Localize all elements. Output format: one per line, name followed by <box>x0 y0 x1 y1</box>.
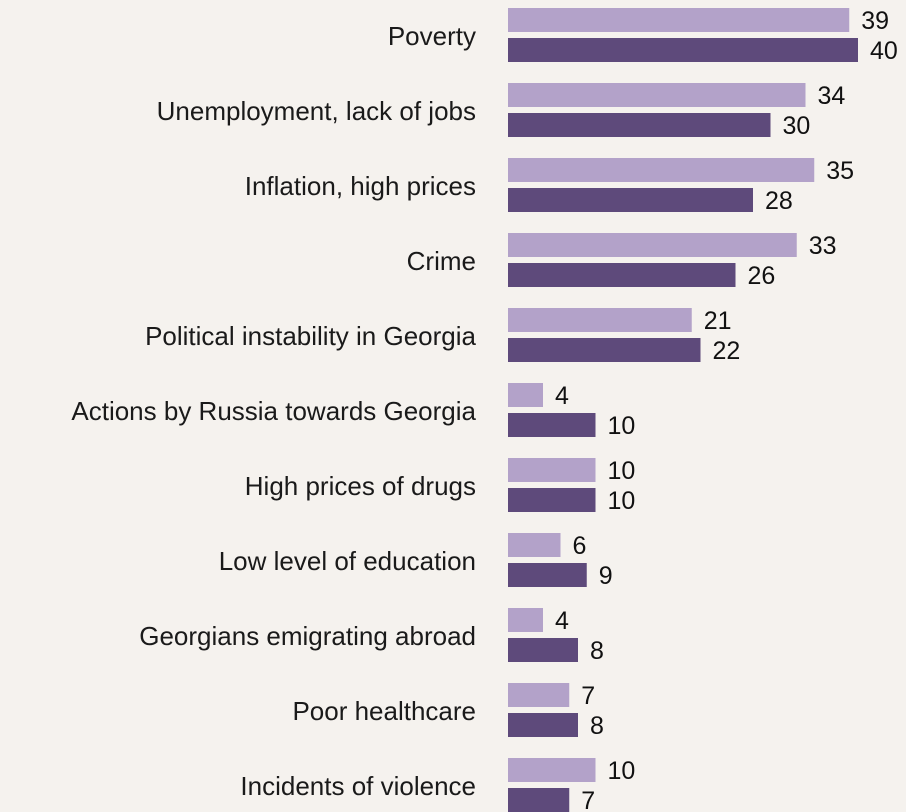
value-label-series-2: 28 <box>765 187 793 215</box>
value-label-series-1: 4 <box>555 607 569 635</box>
value-label-series-1: 39 <box>861 7 889 35</box>
category-label: Unemployment, lack of jobs <box>157 96 476 126</box>
category-label: Inflation, high prices <box>245 171 476 201</box>
bar-series-2 <box>508 188 753 212</box>
value-label-series-2: 8 <box>590 637 604 665</box>
bar-series-2 <box>508 38 858 62</box>
value-label-series-2: 10 <box>608 412 636 440</box>
category-label: Poor healthcare <box>292 696 476 726</box>
bar-series-1 <box>508 8 850 32</box>
value-label-series-2: 22 <box>713 337 741 365</box>
value-label-series-1: 34 <box>818 82 846 110</box>
bar-series-2 <box>508 413 596 437</box>
value-label-series-2: 26 <box>748 262 776 290</box>
bar-series-1 <box>508 458 596 482</box>
value-label-series-2: 9 <box>599 562 613 590</box>
category-label: Crime <box>407 246 476 276</box>
category-label: Political instability in Georgia <box>145 321 476 351</box>
value-label-series-1: 21 <box>704 307 732 335</box>
bar-series-1 <box>508 533 561 557</box>
bar-series-2 <box>508 713 578 737</box>
bar-series-2 <box>508 263 736 287</box>
category-label: High prices of drugs <box>245 471 476 501</box>
bar-series-2 <box>508 113 771 137</box>
bar-series-1 <box>508 608 543 632</box>
category-labels: Poverty Unemployment, lack of jobs Inflati… <box>71 21 476 801</box>
value-label-series-2: 10 <box>608 487 636 515</box>
value-label-series-1: 33 <box>809 232 837 260</box>
category-label: Actions by Russia towards Georgia <box>71 396 476 426</box>
value-label-series-1: 10 <box>608 457 636 485</box>
value-label-series-2: 40 <box>870 37 898 65</box>
bar-series-1 <box>508 758 596 782</box>
bar-series-2 <box>508 638 578 662</box>
bar-series-1 <box>508 158 815 182</box>
bars <box>508 8 858 812</box>
bar-series-1 <box>508 83 806 107</box>
value-label-series-2: 7 <box>581 787 595 812</box>
value-label-series-1: 10 <box>608 757 636 785</box>
value-label-series-2: 8 <box>590 712 604 740</box>
value-label-series-2: 30 <box>783 112 811 140</box>
bar-series-1 <box>508 383 543 407</box>
value-label-series-1: 6 <box>573 532 587 560</box>
bar-series-1 <box>508 683 570 707</box>
category-label: Incidents of violence <box>240 771 476 801</box>
category-label: Georgians emigrating abroad <box>139 621 476 651</box>
value-label-series-1: 4 <box>555 382 569 410</box>
bar-series-1 <box>508 233 797 257</box>
category-label: Poverty <box>388 21 476 51</box>
category-label: Low level of education <box>219 546 476 576</box>
bar-series-1 <box>508 308 692 332</box>
bar-series-2 <box>508 488 596 512</box>
value-label-series-1: 7 <box>581 682 595 710</box>
bar-series-2 <box>508 788 570 812</box>
bar-series-2 <box>508 563 587 587</box>
bar-series-2 <box>508 338 701 362</box>
value-label-series-1: 35 <box>826 157 854 185</box>
